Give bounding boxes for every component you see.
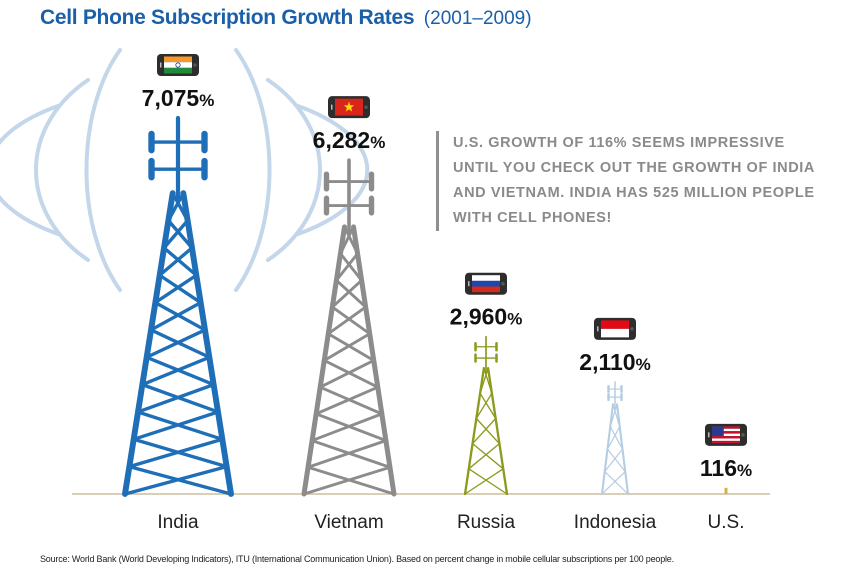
- phone-button: [630, 327, 634, 331]
- tower-u-s: 116% U.S.: [700, 423, 752, 533]
- chart-title: Cell Phone Subscription Growth Rates (20…: [40, 6, 532, 30]
- bar-russia: [463, 335, 509, 496]
- signal-waves: [0, 48, 370, 292]
- value-label-vietnam: 6,282%: [313, 127, 386, 153]
- value-label-russia: 2,960%: [450, 304, 523, 330]
- bar-indonesia: [600, 381, 630, 496]
- india-flag-icon: [164, 56, 192, 74]
- signal-wave-left-3: [0, 104, 60, 236]
- phone-speaker: [597, 326, 599, 332]
- phone-button: [364, 105, 368, 109]
- signal-wave-left-1: [84, 48, 122, 292]
- bar-india: [122, 115, 234, 497]
- indonesia-flag-icon: [601, 320, 629, 338]
- chart-title-text: Cell Phone Subscription Growth Rates: [40, 6, 415, 29]
- category-label-vietnam: Vietnam: [314, 512, 383, 533]
- tower-indonesia: 2,110% Indonesia: [574, 317, 657, 533]
- phone-button: [741, 433, 745, 437]
- value-label-india: 7,075%: [142, 85, 215, 111]
- bar-u-s: [724, 487, 728, 494]
- phone-speaker: [468, 281, 470, 287]
- category-label-u-s: U.S.: [708, 512, 745, 533]
- value-label-u-s: 116%: [700, 455, 752, 481]
- phone-speaker: [160, 62, 162, 68]
- source-note: Source: World Bank (World Developing Ind…: [40, 554, 674, 564]
- tower-india: 7,075% India: [122, 54, 234, 533]
- phone-speaker: [331, 104, 333, 110]
- bar-vietnam: [301, 158, 397, 497]
- vietnam-flag-icon: [335, 98, 363, 116]
- signal-wave-right-2: [266, 78, 322, 262]
- callout-note: U.S. growth of 116% seems impressive unt…: [436, 131, 833, 231]
- signal-wave-right-3: [296, 104, 370, 236]
- phone-button: [193, 63, 197, 67]
- russia-flag-icon: [472, 275, 500, 293]
- category-label-indonesia: Indonesia: [574, 512, 657, 533]
- category-label-india: India: [157, 512, 199, 533]
- signal-wave-right-1: [234, 48, 272, 292]
- category-label-russia: Russia: [457, 512, 516, 533]
- phone-speaker: [708, 432, 710, 438]
- phone-button: [501, 281, 505, 286]
- signal-wave-left-2: [34, 78, 90, 262]
- tower-vietnam: 6,282% Vietnam: [301, 96, 397, 533]
- us-flag-icon: [712, 426, 740, 444]
- value-label-indonesia: 2,110%: [579, 349, 650, 375]
- chart-subtitle: (2001–2009): [423, 8, 532, 29]
